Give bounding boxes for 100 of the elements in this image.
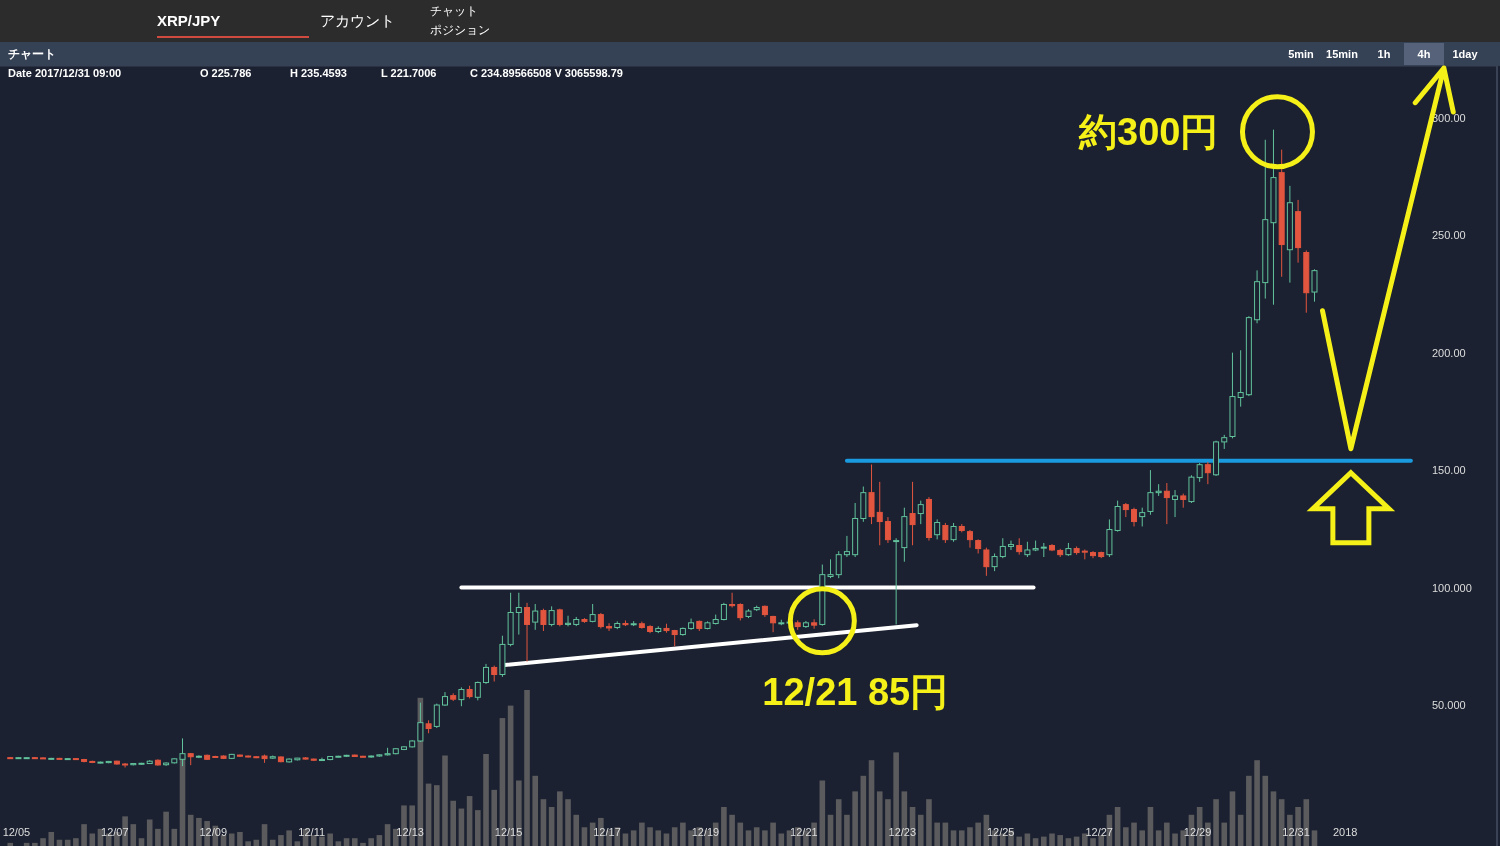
x-tick-label: 12/13: [396, 826, 424, 838]
bar: [1270, 791, 1277, 846]
candlestick: [122, 762, 129, 769]
bar: [819, 780, 826, 846]
candlestick: [843, 535, 850, 558]
candlestick: [483, 663, 490, 685]
candlestick: [884, 516, 891, 544]
bar: [343, 838, 350, 846]
bar: [89, 833, 96, 846]
text: ポジション: [430, 23, 490, 37]
candlestick: [893, 537, 900, 625]
candlestick: [458, 686, 465, 707]
bar: [450, 800, 456, 846]
candlestick: [811, 618, 818, 630]
chart-title: XRP/JPY: [157, 12, 221, 29]
bar: [573, 814, 580, 846]
bar: [671, 827, 678, 846]
bar: [844, 814, 850, 846]
candlestick: [868, 463, 875, 525]
bar: [73, 838, 79, 846]
text: チャット: [430, 4, 478, 18]
candlestick: [909, 481, 916, 546]
annotation: O 225.786: [200, 67, 252, 79]
bar: [261, 824, 268, 846]
annotation: Date 2017/12/31 09:00: [8, 67, 122, 79]
text: 4h: [1417, 48, 1431, 60]
bar: [368, 838, 374, 846]
bar: [1221, 822, 1228, 846]
bar: [130, 824, 137, 846]
candlestick: [1237, 349, 1244, 408]
bar: [926, 799, 932, 846]
text: 5min: [1288, 48, 1315, 60]
candlestick: [999, 537, 1006, 559]
bar: [335, 841, 342, 846]
bar: [1065, 838, 1072, 846]
bar: [48, 831, 55, 846]
bar: [228, 833, 235, 846]
candlestick: [827, 558, 834, 579]
bar: [655, 830, 662, 846]
bar: [442, 755, 448, 846]
bar: [885, 799, 891, 846]
y-tick-label: 50.000: [1432, 699, 1466, 712]
candlestick: [917, 500, 924, 525]
bar: [762, 830, 768, 846]
candlestick: [540, 608, 547, 632]
bar: [876, 791, 883, 846]
candlestick: [1007, 540, 1014, 551]
candlestick: [942, 522, 949, 544]
bar: [269, 839, 276, 846]
bar: [721, 807, 727, 846]
bar: [630, 830, 637, 846]
bar: [32, 842, 38, 846]
candlestick: [934, 518, 941, 540]
bar: [688, 830, 694, 846]
text: チャート: [8, 47, 56, 61]
text: 1h: [1377, 48, 1391, 60]
y-tick-label: 100.000: [1432, 581, 1472, 594]
bar: [7, 842, 14, 846]
bar: [729, 814, 735, 846]
y-tick-label: 250.00: [1432, 229, 1466, 242]
bar: [146, 819, 153, 846]
candlestick: [1163, 482, 1170, 525]
bar: [745, 830, 752, 846]
candlestick: [524, 602, 531, 663]
bar: [1246, 775, 1252, 846]
bar: [434, 785, 440, 846]
candlestick: [950, 522, 957, 543]
x-tick-label: 12/23: [888, 826, 917, 838]
bar: [138, 838, 145, 846]
bar: [557, 791, 563, 846]
bar: [975, 822, 981, 846]
bar: [163, 811, 169, 846]
bar: [286, 830, 292, 846]
bar: [40, 838, 46, 846]
bar: [524, 690, 530, 846]
x-tick-label: 12/21: [790, 826, 818, 838]
text: 1day: [1452, 48, 1479, 60]
bar: [753, 827, 760, 846]
annotation: L 221.7006: [381, 67, 437, 79]
bar: [1041, 836, 1047, 846]
bar: [1254, 760, 1260, 846]
bar: [319, 836, 325, 846]
bar: [475, 810, 481, 846]
x-tick-label: 12/25: [986, 826, 1015, 838]
bar: [245, 841, 251, 846]
candlestick: [1172, 489, 1179, 518]
bar: [1311, 830, 1318, 846]
candlestick: [1139, 507, 1146, 527]
candlestick: [1311, 268, 1318, 303]
x-tick-label: 12/11: [298, 826, 326, 838]
x-tick-label: 12/19: [691, 826, 720, 838]
bar: [958, 830, 965, 846]
x-tick-label: 12/29: [1183, 826, 1212, 838]
bar: [532, 775, 539, 846]
bar: [1123, 827, 1129, 846]
bar: [155, 828, 161, 846]
bar: [392, 828, 399, 846]
bar: [868, 760, 875, 846]
bar: [187, 814, 194, 846]
text: 15min: [1326, 48, 1359, 60]
